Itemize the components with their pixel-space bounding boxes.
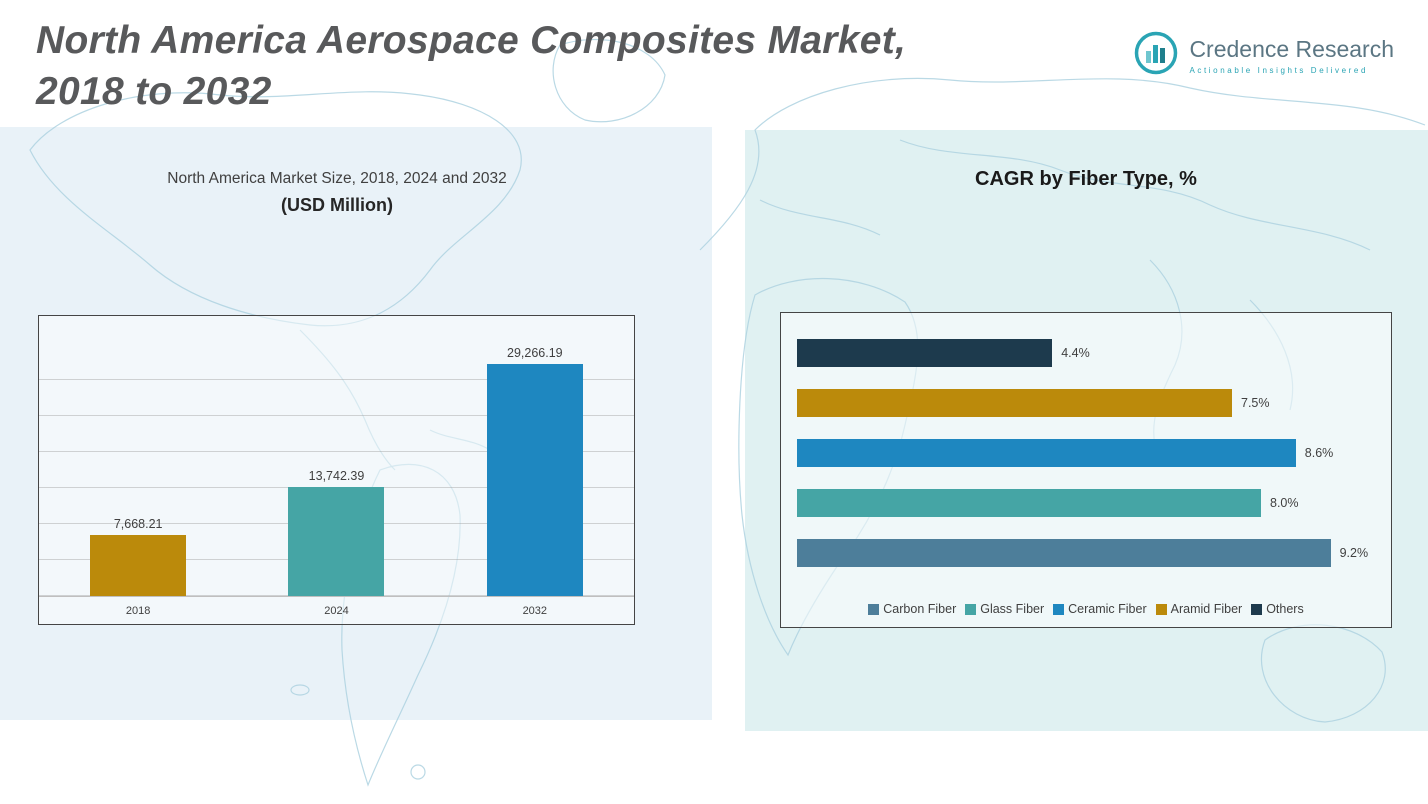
cagr-bar-chart: 4.4% 7.5% 8.6% 8.0% 9.2% Carbon Fiber Glass F… [780,312,1392,628]
legend-item: Aramid Fiber [1155,602,1243,616]
bar-column: 7,668.21 2018 [90,517,187,617]
cagr-legend: Carbon Fiber Glass Fiber Ceramic Fiber Aram… [781,602,1391,616]
hbar [797,539,1331,567]
left-chart-title: North America Market Size, 2018, 2024 an… [167,170,507,187]
hbar-row: 8.6% [797,439,1377,467]
legend-item: Glass Fiber [965,602,1044,616]
legend-swatch [1155,603,1167,615]
bar-column: 13,742.39 2024 [288,468,385,617]
legend-label: Glass Fiber [980,602,1045,616]
x-tick-label: 2018 [125,605,151,617]
hbar [797,389,1232,417]
logo-tagline: Actionable Insights Delivered [1189,66,1369,75]
page-title: North America Aerospace Composites Marke… [36,16,906,117]
legend-item: Carbon Fiber [868,602,956,616]
x-tick-label: 2024 [324,605,349,617]
bar [288,486,385,596]
hbar-row: 7.5% [797,389,1377,417]
legend-swatch [965,603,977,615]
bar-value-label: 13,742.39 [308,468,365,483]
hbar-value-label: 4.4% [1061,346,1090,360]
legend-label: Aramid Fiber [1170,602,1243,616]
bar [90,535,187,596]
bar-value-label: 7,668.21 [113,517,163,532]
hbar-value-label: 7.5% [1241,396,1270,410]
bar-chart-logo-icon [1133,30,1179,81]
market-size-plot-area: 7,668.21 2018 13,742.39 2024 29,266.19 2032 [39,345,634,617]
legend-item: Others [1251,602,1304,616]
market-size-bar-chart: 7,668.21 2018 13,742.39 2024 29,266.19 2032 [38,315,635,625]
hbar-row: 4.4% [797,339,1377,367]
legend-label: Carbon Fiber [883,602,957,616]
legend-swatch [868,603,880,615]
legend-swatch [1251,603,1263,615]
right-chart-title: CAGR by Fiber Type, % [975,168,1197,190]
left-chart-subtitle: (USD Million) [281,195,393,215]
cagr-plot-area: 4.4% 7.5% 8.6% 8.0% 9.2% [797,339,1377,567]
hbar [797,339,1053,367]
legend-swatch [1053,603,1065,615]
hbar-value-label: 8.6% [1304,446,1334,460]
logo-name: Credence Research [1189,36,1394,62]
hbar-row: 9.2% [797,539,1377,567]
hbar-value-label: 9.2% [1339,546,1369,560]
hbar-row: 8.0% [797,489,1377,517]
legend-label: Others [1266,602,1304,616]
legend-item: Ceramic Fiber [1053,602,1147,616]
credence-research-logo: Credence Research Actionable Insights De… [1133,30,1394,81]
logo-text: Credence Research Actionable Insights De… [1189,36,1394,75]
page-title-line2: 2018 to 2032 [36,69,272,113]
legend-label: Ceramic Fiber [1068,602,1147,616]
bar-column: 29,266.19 2032 [486,345,583,617]
hbar-value-label: 8.0% [1270,496,1299,510]
bar-value-label: 29,266.19 [507,345,563,360]
bar [486,363,583,596]
page-title-line1: North America Aerospace Composites Marke… [36,19,907,62]
hbar [797,489,1261,517]
hbar [797,439,1296,467]
x-tick-label: 2032 [522,605,548,617]
